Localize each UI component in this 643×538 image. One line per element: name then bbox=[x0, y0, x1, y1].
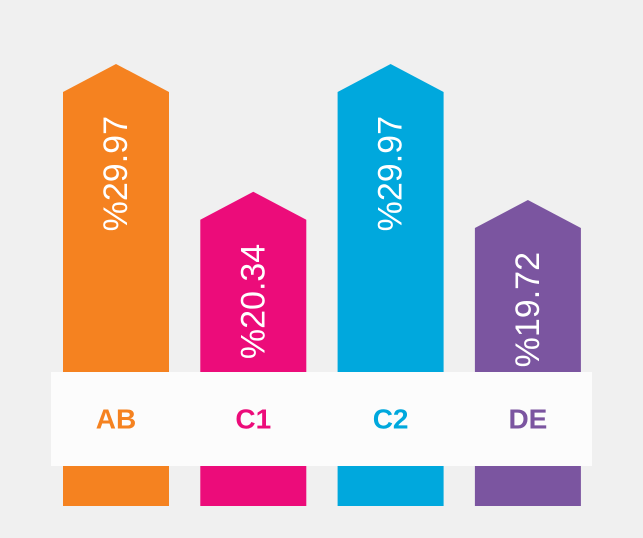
category-band bbox=[51, 372, 592, 466]
category-label-de: DE bbox=[508, 404, 547, 435]
category-label-ab: AB bbox=[96, 404, 136, 435]
value-labels-group: %29.97 %20.34 %29.97 %19.72 bbox=[97, 116, 547, 367]
value-label-c1: %20.34 bbox=[234, 244, 272, 359]
value-label-de: %19.72 bbox=[509, 252, 547, 367]
value-label-c2: %29.97 bbox=[372, 116, 410, 231]
category-label-c2: C2 bbox=[373, 404, 409, 435]
category-labels-group: AB C1 C2 DE bbox=[96, 404, 548, 435]
value-label-ab: %29.97 bbox=[97, 116, 135, 231]
category-label-c1: C1 bbox=[235, 404, 271, 435]
